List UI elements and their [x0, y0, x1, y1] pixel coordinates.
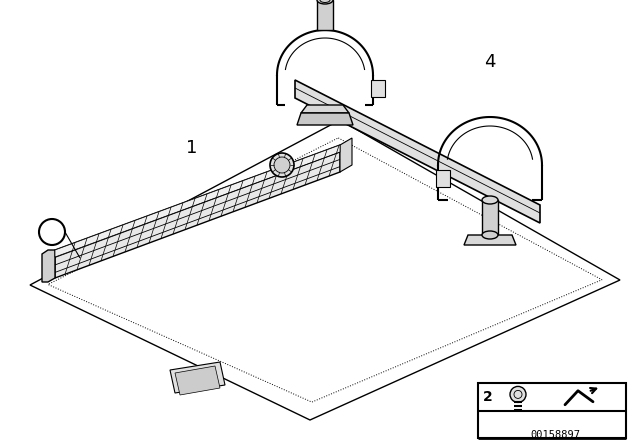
- Polygon shape: [371, 80, 385, 97]
- Text: 3: 3: [310, 159, 321, 177]
- Polygon shape: [482, 200, 498, 235]
- Circle shape: [274, 157, 290, 173]
- Polygon shape: [55, 145, 340, 278]
- Text: 2: 2: [483, 390, 493, 404]
- Polygon shape: [340, 138, 352, 172]
- Polygon shape: [42, 250, 55, 282]
- Polygon shape: [478, 383, 626, 438]
- Circle shape: [39, 219, 65, 245]
- Text: 4: 4: [484, 53, 496, 71]
- Text: 2: 2: [47, 224, 57, 240]
- Polygon shape: [297, 113, 353, 125]
- Polygon shape: [301, 105, 349, 113]
- Polygon shape: [30, 120, 620, 420]
- Polygon shape: [175, 366, 220, 395]
- Polygon shape: [436, 170, 450, 187]
- Circle shape: [270, 153, 294, 177]
- Polygon shape: [295, 80, 540, 223]
- Polygon shape: [55, 145, 340, 257]
- Ellipse shape: [482, 231, 498, 239]
- Ellipse shape: [482, 196, 498, 204]
- Text: 00158897: 00158897: [530, 430, 580, 440]
- Polygon shape: [317, 0, 333, 30]
- Ellipse shape: [317, 0, 333, 4]
- Text: 1: 1: [186, 139, 198, 157]
- Polygon shape: [464, 235, 516, 245]
- Circle shape: [510, 386, 526, 402]
- Polygon shape: [170, 362, 225, 393]
